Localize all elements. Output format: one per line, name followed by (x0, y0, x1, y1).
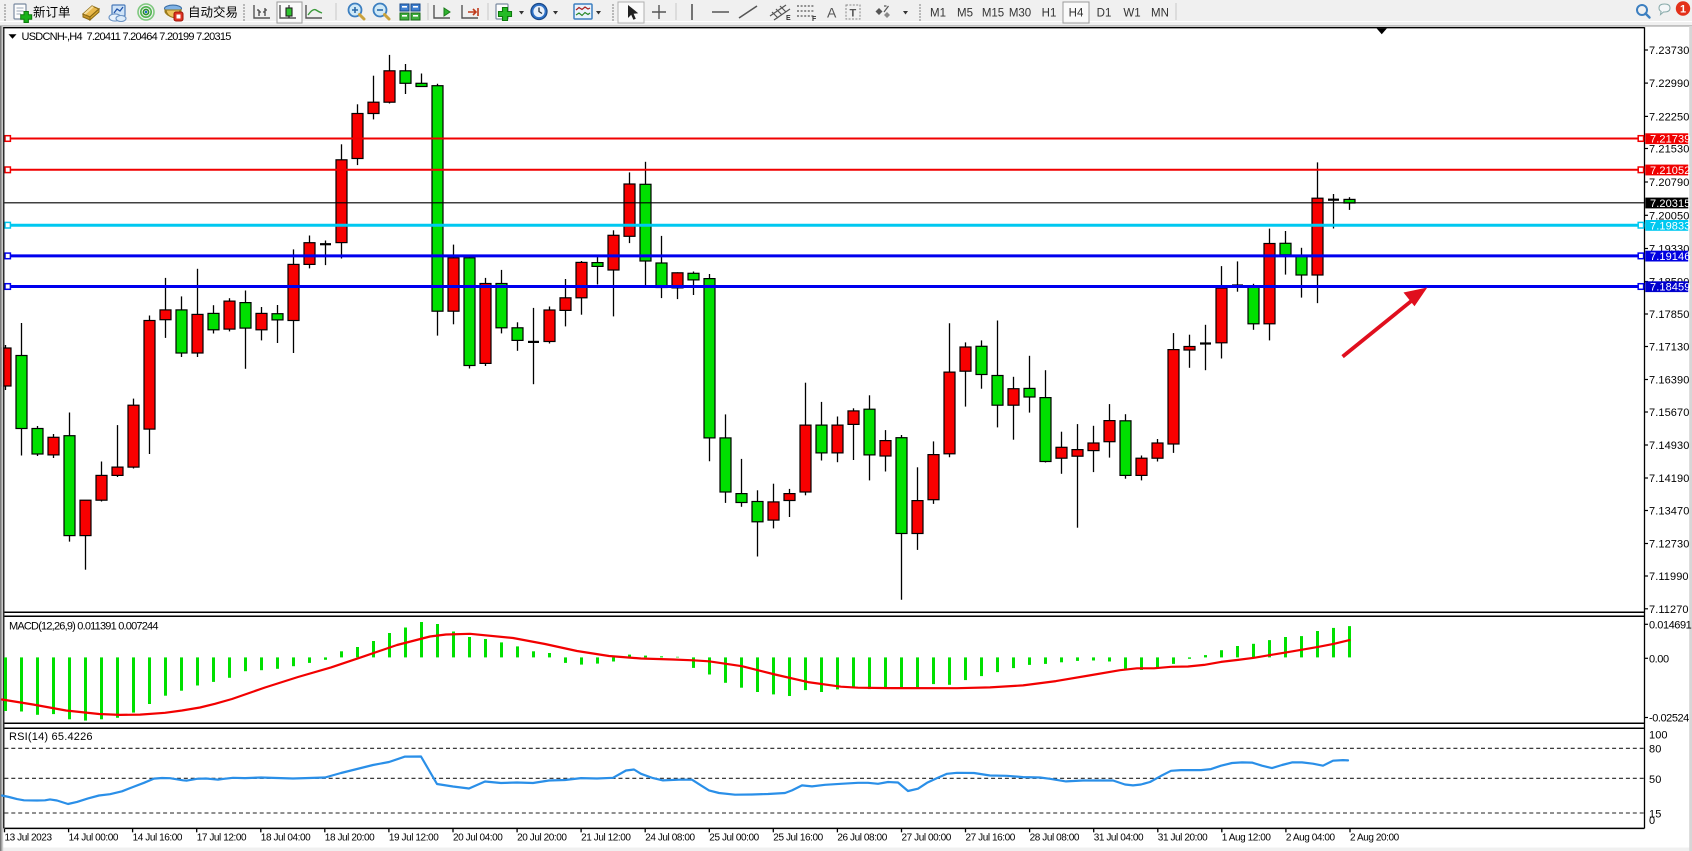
svg-text:MN: MN (1151, 8, 1169, 20)
svg-text:14 Jul 16:00: 14 Jul 16:00 (133, 833, 183, 844)
svg-text:7.15670: 7.15670 (1649, 407, 1689, 419)
svg-text:0.00: 0.00 (1649, 653, 1669, 665)
svg-text:7.22990: 7.22990 (1649, 78, 1689, 90)
svg-text:MACD(12,26,9) 0.011391 0.00724: MACD(12,26,9) 0.011391 0.007244 (9, 621, 158, 633)
svg-text:E: E (786, 15, 791, 22)
svg-text:25 Jul 16:00: 25 Jul 16:00 (773, 833, 823, 844)
svg-text:19 Jul 12:00: 19 Jul 12:00 (389, 833, 439, 844)
svg-text:7.19833: 7.19833 (1650, 220, 1690, 232)
svg-text:M15: M15 (982, 8, 1004, 20)
svg-text:18 Jul 20:00: 18 Jul 20:00 (325, 833, 375, 844)
svg-text:27 Jul 16:00: 27 Jul 16:00 (966, 833, 1016, 844)
svg-text:15: 15 (1649, 808, 1661, 820)
svg-text:7.20050: 7.20050 (1649, 210, 1689, 222)
svg-text:31 Jul 20:00: 31 Jul 20:00 (1158, 833, 1208, 844)
svg-text:7.11990: 7.11990 (1649, 571, 1689, 583)
svg-text:A: A (827, 5, 837, 21)
svg-text:0.014691: 0.014691 (1649, 619, 1692, 631)
svg-text:7.22250: 7.22250 (1649, 111, 1689, 123)
svg-text:18 Jul 04:00: 18 Jul 04:00 (261, 833, 311, 844)
svg-text:1 Aug 12:00: 1 Aug 12:00 (1222, 833, 1272, 844)
svg-text:H1: H1 (1042, 8, 1057, 20)
svg-text:20 Jul 20:00: 20 Jul 20:00 (517, 833, 567, 844)
svg-text:31 Jul 04:00: 31 Jul 04:00 (1094, 833, 1144, 844)
svg-text:新订单: 新订单 (33, 5, 71, 20)
svg-text:17 Jul 12:00: 17 Jul 12:00 (197, 833, 247, 844)
svg-text:-0.02524: -0.02524 (1649, 713, 1689, 725)
svg-text:7.14190: 7.14190 (1649, 473, 1689, 485)
svg-text:M5: M5 (957, 8, 973, 20)
svg-text:27 Jul 00:00: 27 Jul 00:00 (902, 833, 952, 844)
svg-text:100: 100 (1649, 730, 1668, 742)
svg-text:13 Jul 2023: 13 Jul 2023 (5, 833, 53, 844)
svg-text:20 Jul 04:00: 20 Jul 04:00 (453, 833, 503, 844)
svg-text:7.20790: 7.20790 (1649, 177, 1689, 189)
svg-text:26 Jul 08:00: 26 Jul 08:00 (837, 833, 887, 844)
svg-text:W1: W1 (1123, 8, 1140, 20)
svg-text:50: 50 (1649, 774, 1661, 786)
svg-text:H4: H4 (1069, 8, 1084, 20)
svg-text:7.16390: 7.16390 (1649, 375, 1689, 387)
svg-text:F: F (812, 16, 817, 23)
svg-text:7.20315: 7.20315 (1650, 198, 1690, 210)
svg-text:7.13470: 7.13470 (1649, 506, 1689, 518)
svg-text:M30: M30 (1009, 8, 1031, 20)
svg-text:D1: D1 (1097, 8, 1112, 20)
svg-text:RSI(14) 65.4226: RSI(14) 65.4226 (9, 731, 93, 743)
svg-text:28 Jul 08:00: 28 Jul 08:00 (1030, 833, 1080, 844)
svg-text:7.17130: 7.17130 (1649, 342, 1689, 354)
svg-text:21 Jul 12:00: 21 Jul 12:00 (581, 833, 631, 844)
svg-text:2 Aug 04:00: 2 Aug 04:00 (1286, 833, 1336, 844)
svg-text:14 Jul 00:00: 14 Jul 00:00 (69, 833, 119, 844)
svg-text:1: 1 (1680, 4, 1686, 16)
svg-text:M1: M1 (930, 8, 946, 20)
svg-text:7.11270: 7.11270 (1649, 604, 1689, 616)
svg-text:80: 80 (1649, 743, 1661, 755)
svg-text:T: T (850, 8, 857, 20)
svg-text:7.21739: 7.21739 (1650, 134, 1690, 146)
svg-text:0: 0 (1649, 815, 1655, 827)
svg-text:自动交易: 自动交易 (188, 5, 238, 20)
svg-text:25 Jul 00:00: 25 Jul 00:00 (709, 833, 759, 844)
svg-text:7.21530: 7.21530 (1649, 144, 1689, 156)
svg-text:7.17850: 7.17850 (1649, 309, 1689, 321)
svg-text:2 Aug 20:00: 2 Aug 20:00 (1350, 833, 1400, 844)
svg-text:7.23730: 7.23730 (1649, 45, 1689, 57)
svg-text:USDCNH-,H4 7.20411 7.20464 7.: USDCNH-,H4 7.20411 7.20464 7.20199 7.203… (22, 31, 232, 43)
svg-text:7.18459: 7.18459 (1650, 282, 1690, 294)
svg-text:7.12730: 7.12730 (1649, 539, 1689, 551)
svg-text:7.14930: 7.14930 (1649, 440, 1689, 452)
svg-text:7.21052: 7.21052 (1650, 165, 1690, 177)
svg-text:7.19146: 7.19146 (1650, 251, 1690, 263)
svg-text:24 Jul 08:00: 24 Jul 08:00 (645, 833, 695, 844)
